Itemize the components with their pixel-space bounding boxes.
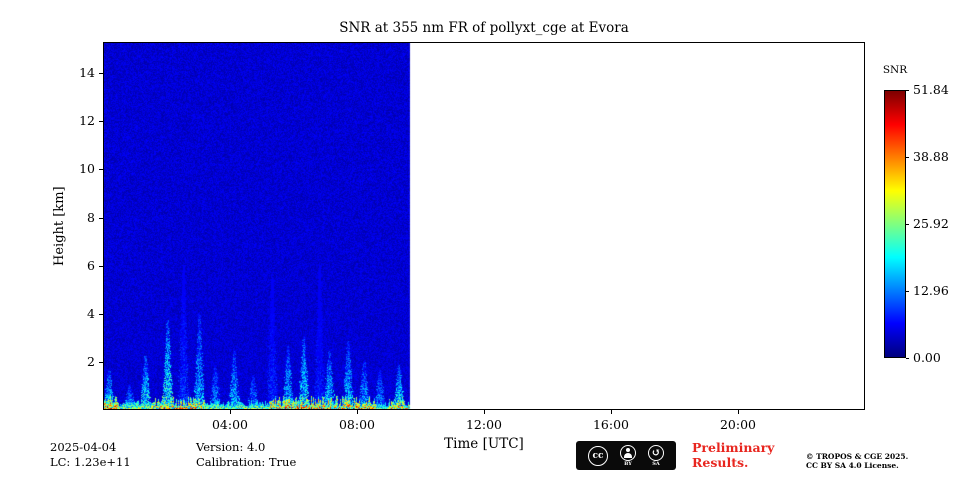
y-tick-label: 10 <box>79 161 95 177</box>
colorbar <box>884 90 906 358</box>
copyright-line2: CC BY SA 4.0 License. <box>806 461 899 470</box>
x-tick-label: 16:00 <box>592 417 630 432</box>
x-tick-mark <box>484 410 485 414</box>
calibration-label: Calibration: True <box>196 455 297 469</box>
cc-sa-column: ↺ SA <box>648 444 664 467</box>
x-axis-label: Time [UTC] <box>444 436 524 452</box>
x-tick-label: 20:00 <box>719 417 757 432</box>
y-tick-label: 4 <box>87 305 95 321</box>
person-body <box>624 453 632 458</box>
colorbar-gradient-canvas <box>885 91 905 357</box>
lidar-constant-label: LC: 1.23e+11 <box>50 455 131 469</box>
preliminary-results-note: Preliminary Results. <box>692 440 774 470</box>
cc-logo-column: cc <box>588 445 608 466</box>
colorbar-tick-label: 38.88 <box>913 149 949 164</box>
copyright-note: © TROPOS & CGE 2025. CC BY SA 4.0 Licens… <box>806 452 908 470</box>
y-tick-mark <box>99 121 103 123</box>
y-tick-label: 12 <box>79 113 95 129</box>
snr-heatmap-canvas <box>104 43 864 409</box>
version-label: Version: 4.0 <box>196 440 266 454</box>
colorbar-tick-mark <box>906 358 909 359</box>
colorbar-title: SNR <box>882 64 908 76</box>
cc-by-person-icon <box>620 444 636 461</box>
x-tick-label: 08:00 <box>338 417 376 432</box>
x-tick-mark <box>357 410 358 414</box>
colorbar-tick-label: 25.92 <box>913 216 949 231</box>
cc-by-label: BY <box>624 460 632 467</box>
x-tick-mark <box>738 410 739 414</box>
y-tick-label: 8 <box>87 209 95 225</box>
y-tick-mark <box>99 73 103 75</box>
colorbar-tick-label: 12.96 <box>913 283 949 298</box>
y-tick-label: 6 <box>87 257 95 273</box>
y-tick-mark <box>99 313 103 315</box>
cc-license-badge: cc BY ↺ SA <box>576 441 676 470</box>
y-tick-mark <box>99 169 103 171</box>
colorbar-tick-mark <box>906 224 909 225</box>
y-tick-mark <box>99 265 103 267</box>
colorbar-tick-label: 51.84 <box>913 82 949 97</box>
x-tick-label: 04:00 <box>211 417 249 432</box>
cc-icon: cc <box>588 445 608 466</box>
colorbar-tick-mark <box>906 291 909 292</box>
cc-sa-arrow-icon: ↺ <box>648 444 664 461</box>
preliminary-line1: Preliminary <box>692 440 775 455</box>
y-tick-mark <box>99 217 103 219</box>
cc-by-column: BY <box>620 444 636 467</box>
y-tick-label: 14 <box>79 65 95 81</box>
colorbar-tick-mark <box>906 157 909 158</box>
x-tick-mark <box>230 410 231 414</box>
cc-sa-label: SA <box>652 460 660 467</box>
chart-title: SNR at 355 nm FR of pollyxt_cge at Evora <box>339 20 629 36</box>
colorbar-tick-mark <box>906 90 909 91</box>
x-tick-label: 12:00 <box>465 417 503 432</box>
preliminary-line2: Results. <box>692 455 749 470</box>
person-head <box>626 447 630 452</box>
date-label: 2025-04-04 <box>50 440 117 454</box>
y-tick-mark <box>99 361 103 363</box>
copyright-line1: © TROPOS & CGE 2025. <box>806 452 909 461</box>
x-tick-mark <box>611 410 612 414</box>
heatmap-plot-area <box>103 42 865 410</box>
colorbar-tick-label: 0.00 <box>913 350 941 365</box>
y-tick-label: 2 <box>87 353 95 369</box>
